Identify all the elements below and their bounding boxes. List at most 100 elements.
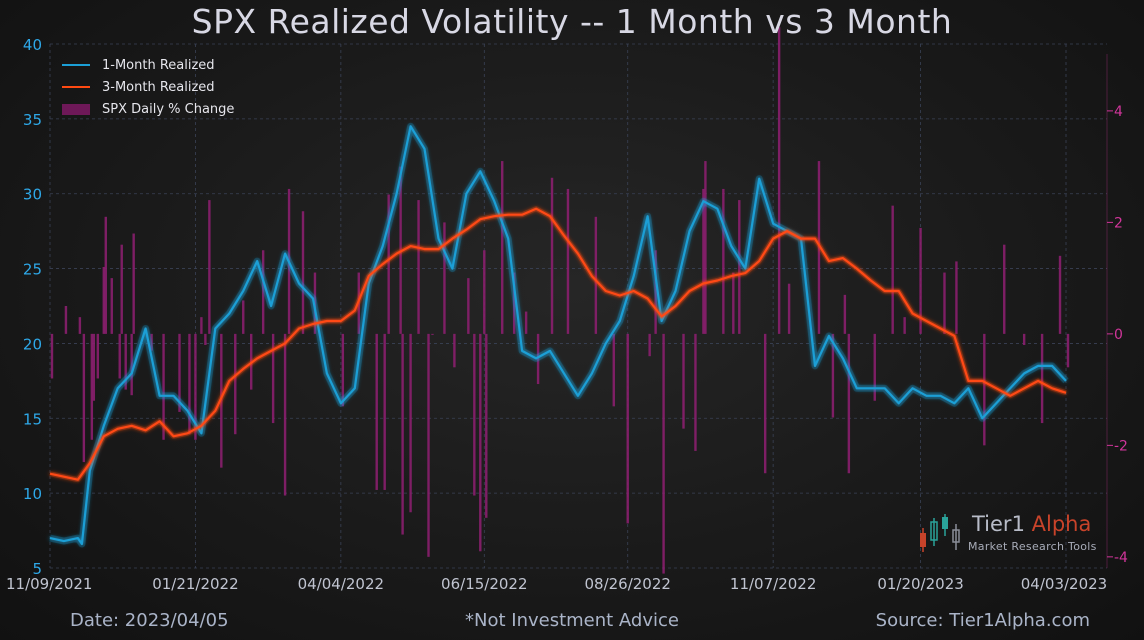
daily-change-bar [891, 205, 894, 334]
x-tick-label: 06/15/2022 [441, 575, 527, 593]
chart-title: SPX Realized Volatility -- 1 Month vs 3 … [191, 2, 953, 41]
daily-change-bar [96, 333, 100, 379]
daily-change-bar [178, 333, 181, 412]
x-tick-label: 11/07/2022 [730, 575, 816, 593]
daily-change-bar [341, 333, 345, 407]
daily-change-bar [220, 333, 223, 468]
daily-change-bar [431, 333, 434, 335]
daily-change-bar [118, 333, 121, 379]
y-left-tick-label: 10 [23, 485, 42, 503]
y-right-tick-label: 4 [1114, 104, 1123, 120]
daily-change-bar [682, 333, 685, 429]
daily-change-bar [50, 333, 54, 379]
daily-change-bar [200, 317, 203, 334]
daily-change-bar [383, 333, 386, 490]
brand-tagline: Market Research Tools [968, 540, 1097, 553]
daily-change-bar [261, 250, 265, 334]
daily-change-bar [120, 244, 123, 334]
brand-logo: Tier1 Alpha Market Research Tools [918, 512, 1096, 558]
daily-change-bar [473, 333, 476, 496]
daily-change-bar [82, 333, 86, 463]
daily-change-bar [763, 333, 767, 474]
daily-change-bar [64, 306, 68, 334]
daily-change-bar [409, 333, 412, 513]
daily-change-bar [955, 261, 958, 334]
daily-change-bar [162, 333, 165, 440]
three-month-line [49, 207, 1067, 481]
daily-change-bar [453, 333, 456, 368]
y-right-tick-label: 0 [1114, 327, 1123, 343]
daily-change-bar [536, 333, 540, 385]
daily-change-bar [110, 278, 113, 334]
daily-change-bar [188, 333, 191, 435]
series-lines [49, 122, 1069, 548]
daily-change-bar [194, 333, 197, 440]
brand-name-part2: Alpha [1031, 512, 1092, 536]
daily-change-bar [594, 216, 598, 334]
daily-change-bar [467, 278, 470, 334]
x-tick-label: 08/26/2022 [584, 575, 670, 593]
daily-change-bar [271, 333, 275, 424]
daily-change-bar [90, 333, 94, 440]
legend-entry-one-month: 1-Month Realized [62, 54, 234, 76]
daily-change-bar [626, 333, 629, 524]
footer-disclaimer: *Not Investment Advice [465, 610, 679, 631]
daily-change-bar [648, 333, 651, 357]
y-left-tick-label: 40 [23, 36, 42, 54]
candlestick-icon [920, 514, 960, 552]
daily-change-bar [150, 333, 153, 351]
daily-change-bar [427, 333, 430, 557]
daily-change-bar [704, 161, 707, 334]
chart-legend: 1-Month Realized 3-Month Realized SPX Da… [62, 54, 234, 120]
daily-change-bar [401, 333, 404, 535]
y-left-tick-label: 15 [23, 410, 42, 428]
y-right-tick-label: 2 [1114, 215, 1123, 231]
y-left-tick-label: 25 [23, 261, 42, 279]
y-right-tick-label: -4 [1114, 550, 1128, 566]
daily-change-bar [479, 333, 482, 552]
daily-change-bar [1022, 333, 1026, 346]
daily-change-bar [847, 333, 851, 474]
daily-change-bar [283, 333, 287, 496]
daily-change-bar [903, 317, 906, 334]
grid-lines [49, 43, 1107, 569]
daily-change-bar [550, 177, 554, 334]
daily-change-bar [234, 333, 237, 435]
brand-name-part1: Tier1 [972, 512, 1025, 536]
daily-change-bar [777, 27, 781, 334]
legend-swatch-daily-change [62, 103, 90, 115]
legend-swatch-three-month [62, 86, 90, 88]
legend-swatch-one-month [62, 64, 90, 66]
daily-change-bar [124, 333, 127, 390]
daily-change-bar [787, 283, 791, 334]
daily-change-bar [1003, 244, 1006, 334]
x-tick-label: 01/21/2022 [152, 575, 238, 593]
daily-change-bar [375, 333, 378, 490]
daily-change-bar [1058, 255, 1062, 334]
daily-change-bar [512, 272, 516, 334]
daily-change-bar [501, 161, 504, 334]
daily-change-bar [443, 222, 446, 334]
x-tick-label: 01/20/2023 [877, 575, 963, 593]
daily-change-bar [208, 200, 211, 334]
y-left-tick-label: 30 [23, 186, 42, 204]
x-tick-label: 04/04/2022 [298, 575, 384, 593]
daily-change-bar [873, 333, 876, 401]
legend-entry-three-month: 3-Month Realized [62, 76, 234, 98]
daily-change-bar [817, 161, 821, 334]
one-month-line-glow [49, 122, 1069, 548]
daily-change-bar [1066, 333, 1070, 368]
daily-change-bar [654, 250, 657, 334]
daily-change-bar [694, 333, 697, 451]
daily-change-bar [566, 188, 570, 334]
daily-change-bars [50, 27, 1070, 574]
three-month-line-glow [49, 206, 1067, 483]
daily-change-bar [132, 233, 135, 334]
daily-change-bar [78, 317, 82, 334]
daily-change-bar [242, 300, 245, 334]
daily-change-bar [919, 227, 922, 334]
daily-change-bar [702, 188, 705, 334]
legend-label-one-month: 1-Month Realized [102, 57, 215, 73]
x-tick-label: 11/09/2021 [6, 575, 92, 593]
